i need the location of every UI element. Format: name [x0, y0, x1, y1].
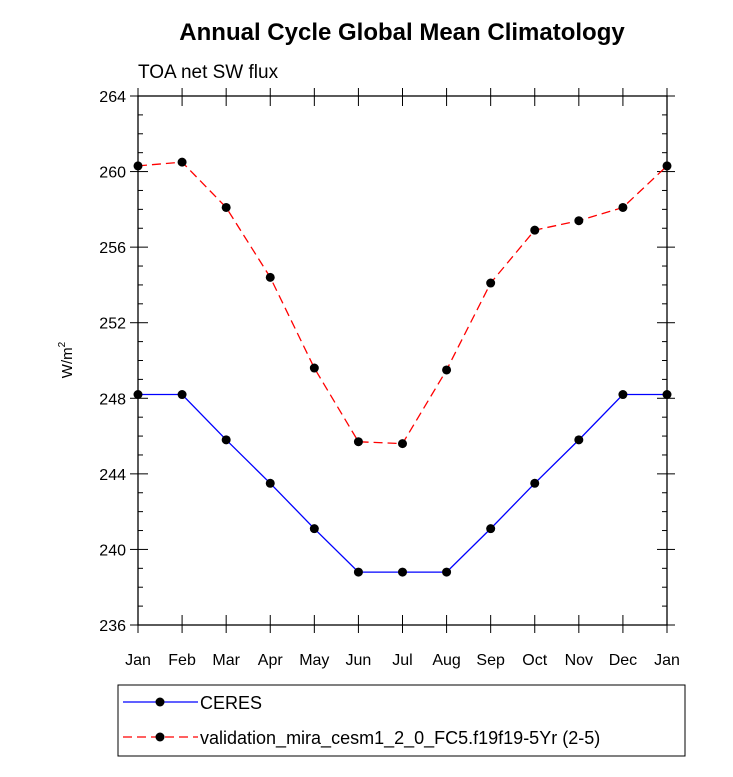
series-0-point — [133, 390, 143, 400]
series-1-point — [133, 161, 143, 171]
plot-frame — [137, 95, 668, 626]
legend-box — [117, 684, 686, 757]
series-0-point — [486, 524, 496, 534]
x-tick-label: Dec — [609, 652, 637, 669]
series-0-point — [442, 567, 452, 577]
chart-subtitle: TOA net SW flux — [138, 62, 279, 83]
y-axis-label-superscript: 2 — [57, 341, 68, 347]
series-0-point — [309, 524, 319, 534]
legend-item-ceres: CERES — [123, 693, 262, 713]
series-0-point — [618, 390, 628, 400]
series-0-point — [662, 390, 672, 400]
x-tick-label: May — [299, 652, 329, 669]
series-1-point — [442, 365, 452, 375]
legend-item-validation: validation_mira_cesm1_2_0_FC5.f19f19-5Yr… — [123, 728, 600, 749]
legend-label-ceres: CERES — [200, 693, 262, 713]
x-tick-label: Jul — [392, 652, 412, 669]
y-axis: 236 240 244 248 252 256 260 264 — [99, 89, 675, 635]
series-0-point — [398, 567, 407, 577]
y-axis-label: W/m2 — [57, 341, 76, 378]
legend-label-validation: validation_mira_cesm1_2_0_FC5.f19f19-5Yr… — [200, 728, 600, 749]
series-1-point — [618, 202, 628, 212]
series-1-point — [574, 216, 584, 226]
y-tick-label: 264 — [99, 89, 126, 106]
x-tick-label: Jan — [654, 652, 680, 669]
x-tick-label: Apr — [258, 652, 284, 669]
series-1-point — [530, 225, 540, 235]
series-1-point — [177, 157, 187, 167]
x-tick-label: Sep — [476, 652, 505, 669]
chart-title: Annual Cycle Global Mean Climatology — [179, 19, 625, 46]
series-1-point — [662, 161, 672, 171]
x-tick-label: Mar — [212, 652, 240, 669]
series-1-point — [353, 437, 363, 447]
y-tick-label: 236 — [99, 618, 126, 635]
legend-marker-ceres — [155, 697, 165, 707]
y-axis-label-text: W/m — [59, 347, 76, 378]
series-0-point — [353, 567, 363, 577]
series-0-point — [221, 435, 231, 445]
y-tick-label: 256 — [99, 240, 126, 257]
y-tick-label: 260 — [99, 165, 126, 182]
series-1-point — [398, 439, 407, 449]
series-1-point — [221, 202, 231, 212]
series-1-point — [265, 272, 275, 282]
x-tick-label: Jun — [346, 652, 372, 669]
x-tick-label: Aug — [432, 652, 460, 669]
x-tick-label: Feb — [168, 652, 196, 669]
series-layer — [133, 157, 672, 577]
series-0-point — [574, 435, 584, 445]
series-line-0 — [138, 393, 667, 573]
series-1-point — [309, 363, 319, 373]
legend-marker-validation — [155, 732, 165, 742]
x-tick-label: Nov — [565, 652, 593, 669]
series-0-point — [530, 478, 540, 488]
y-tick-label: 252 — [99, 316, 126, 333]
x-tick-label: Jan — [125, 652, 151, 669]
y-tick-label: 244 — [99, 467, 126, 484]
y-tick-label: 240 — [99, 542, 126, 559]
x-tick-label: Oct — [522, 652, 547, 669]
series-1-point — [486, 278, 496, 288]
x-axis: Jan Feb Mar Apr May Jun Jul Aug Sep Oct Nov Dec Jan — [125, 88, 680, 669]
y-tick-label: 248 — [99, 391, 126, 408]
series-line-1 — [137, 161, 668, 445]
series-0-point — [265, 478, 275, 488]
series-0-point — [177, 390, 187, 400]
